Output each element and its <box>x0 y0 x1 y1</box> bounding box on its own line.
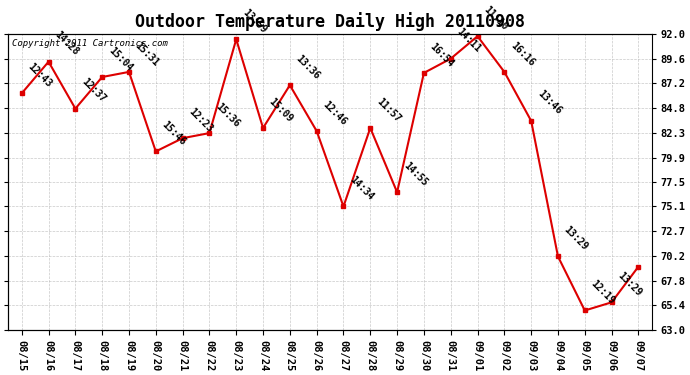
Text: 12:46: 12:46 <box>321 99 348 127</box>
Text: 15:36: 15:36 <box>214 101 242 129</box>
Text: Copyright 2011 Cartronics.com: Copyright 2011 Cartronics.com <box>12 39 168 48</box>
Text: 13:29: 13:29 <box>562 225 590 252</box>
Text: 15:31: 15:31 <box>133 40 161 68</box>
Text: 15:09: 15:09 <box>267 96 295 124</box>
Text: 15:04: 15:04 <box>106 45 134 73</box>
Text: 14:34: 14:34 <box>348 174 375 202</box>
Text: 11:10: 11:10 <box>482 4 509 32</box>
Text: 13:36: 13:36 <box>294 53 322 81</box>
Text: 14:28: 14:28 <box>52 30 81 57</box>
Text: 13:29: 13:29 <box>615 270 644 298</box>
Text: 16:54: 16:54 <box>428 41 456 69</box>
Text: 12:23: 12:23 <box>187 106 215 134</box>
Text: 15:46: 15:46 <box>160 119 188 147</box>
Text: 13:46: 13:46 <box>535 89 563 117</box>
Text: 12:19: 12:19 <box>589 279 617 306</box>
Text: 13:59: 13:59 <box>240 7 268 35</box>
Text: 12:43: 12:43 <box>26 61 54 89</box>
Title: Outdoor Temperature Daily High 20110908: Outdoor Temperature Daily High 20110908 <box>135 12 525 31</box>
Text: 16:16: 16:16 <box>509 40 536 68</box>
Text: 14:55: 14:55 <box>402 160 429 188</box>
Text: 12:37: 12:37 <box>79 76 108 105</box>
Text: 11:57: 11:57 <box>375 96 402 124</box>
Text: 14:11: 14:11 <box>455 27 483 54</box>
